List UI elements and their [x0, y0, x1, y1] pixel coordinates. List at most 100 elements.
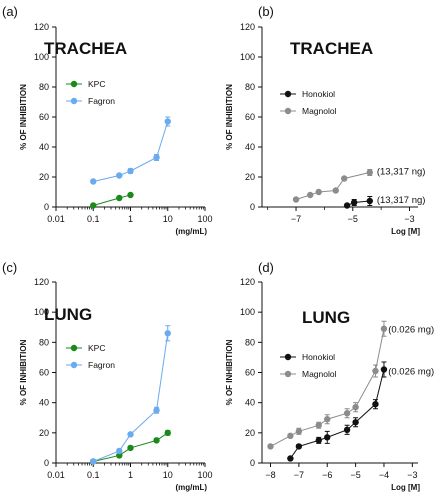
x-tick-label: −8 [265, 470, 275, 480]
data-point [153, 154, 160, 161]
chart-title: LUNG [44, 305, 92, 324]
legend-label: Honokiol [302, 352, 335, 362]
data-point [380, 366, 388, 373]
x-tick-label: 0.01 [47, 470, 65, 480]
panel-a: (a) 0 20 40 60 80 100 120 0.01 0.1 1 10 100 % OF INHI… [2, 4, 213, 236]
chart-title: TRACHEA [44, 39, 127, 58]
legend-marker [284, 90, 292, 98]
y-tick-label: 0 [250, 202, 255, 212]
data-point [267, 443, 274, 450]
annotation-label: (0.026 mg) [388, 366, 434, 377]
series-honokiol [287, 361, 388, 462]
y-axis-label: % OF INHIBITION [19, 339, 28, 405]
legend-marker [284, 353, 292, 361]
data-point [307, 191, 314, 199]
series-line [270, 328, 385, 447]
legend-label: Fagron [88, 96, 115, 106]
x-tick-label: −7 [294, 470, 304, 480]
y-tick-label: 120 [34, 277, 49, 287]
y-tick-label: 120 [240, 277, 255, 287]
data-point [90, 458, 97, 465]
legend-marker [70, 97, 78, 105]
y-tick-label: 60 [245, 368, 255, 378]
data-point [341, 175, 348, 182]
y-tick-label: 120 [34, 22, 49, 32]
y-tick-label: 80 [39, 82, 49, 92]
data-point [127, 444, 134, 452]
x-tick-label: −5 [350, 470, 360, 480]
data-point [372, 400, 379, 408]
x-axis-label: Log [M] [391, 227, 420, 236]
annotation-label: (0.026 mg) [388, 324, 434, 335]
legend-marker [70, 344, 78, 352]
x-tick-label: −6 [322, 470, 332, 480]
data-point [127, 431, 134, 438]
y-axis-label: % OF INHIBITION [225, 339, 234, 405]
y-tick-label: 40 [39, 142, 49, 152]
legend-label: Magnolol [302, 106, 337, 116]
x-tick-label: 100 [197, 470, 212, 480]
y-tick-label: 20 [245, 172, 255, 182]
legend-marker [70, 361, 78, 369]
panel-c: (c) 0 20 40 60 80 100 120 0.01 0.1 1 10 100 % OF INHI… [2, 260, 213, 492]
y-tick-label: 100 [34, 52, 49, 62]
series-kpc [90, 191, 134, 209]
panel-d: (d) 0 20 40 60 80 100 120 −8 −7 −6 −5 −4 −3 % OF INHIB… [225, 260, 434, 492]
data-point [153, 437, 160, 444]
panel-label: (b) [258, 4, 274, 19]
y-axis-label: % OF INHIBITION [225, 84, 234, 150]
y-tick-label: 80 [39, 337, 49, 347]
chart-title: TRACHEA [290, 39, 373, 58]
x-axis-label: Log [M] [391, 483, 420, 492]
legend-marker [284, 107, 292, 115]
series-fagron [90, 116, 171, 185]
data-point [127, 191, 134, 199]
x-tick-label: 0.1 [87, 214, 100, 224]
y-tick-label: 60 [39, 368, 49, 378]
panel-label: (d) [258, 260, 274, 275]
x-tick-label: 0.01 [47, 214, 65, 224]
y-tick-label: 60 [245, 112, 255, 122]
x-axis-label: (mg/mL) [175, 483, 207, 492]
data-point [343, 410, 351, 417]
x-tick-label: −5 [348, 214, 358, 224]
series-line [93, 194, 131, 206]
panel-b: (b) 0 20 40 60 80 100 120 −7 −5 −3 % OF INHIBITION L… [225, 4, 425, 236]
data-point [292, 196, 300, 203]
legend-label: Fagron [88, 360, 115, 370]
legend-marker [70, 80, 78, 88]
legend-label: Magnolol [302, 369, 337, 379]
y-tick-label: 0 [44, 458, 49, 468]
x-tick-label: 1 [128, 470, 133, 480]
data-point [287, 455, 294, 462]
data-point [380, 325, 388, 332]
y-tick-label: 120 [240, 22, 255, 32]
x-tick-label: 1 [128, 214, 133, 224]
data-point [324, 434, 331, 441]
y-tick-label: 20 [39, 172, 49, 182]
y-axis-label: % OF INHIBITION [19, 84, 28, 150]
data-point [366, 197, 373, 205]
legend-label: Honokiol [302, 89, 335, 99]
data-point [295, 428, 303, 435]
y-tick-label: 0 [250, 458, 255, 468]
data-point [116, 447, 123, 455]
data-point [366, 169, 373, 176]
data-point [350, 199, 358, 206]
y-tick-label: 100 [240, 307, 255, 317]
y-tick-label: 20 [39, 428, 49, 438]
chart-title: LUNG [302, 308, 350, 327]
data-point [332, 187, 339, 194]
legend-marker [284, 370, 292, 378]
y-tick-label: 40 [245, 398, 255, 408]
legend-label: KPC [88, 79, 105, 89]
data-point [116, 452, 123, 459]
series-line [346, 200, 370, 206]
data-point [352, 403, 359, 411]
series-magnolol [267, 320, 388, 450]
x-tick-label: 0.1 [87, 470, 100, 480]
series-fagron [90, 325, 171, 465]
data-point [287, 432, 294, 440]
data-point [116, 194, 123, 202]
